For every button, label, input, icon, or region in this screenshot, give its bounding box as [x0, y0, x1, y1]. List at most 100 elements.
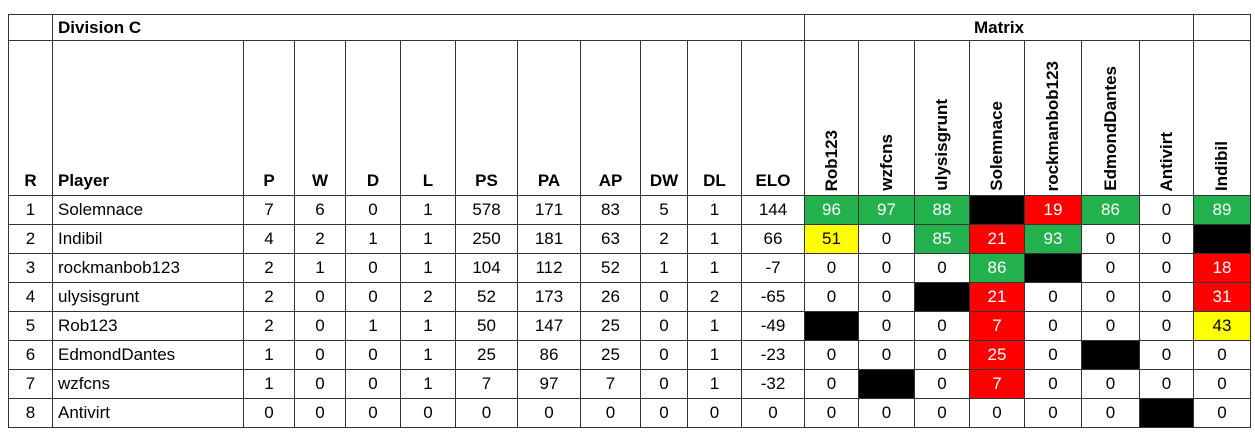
matrix-cell: 0	[1193, 398, 1251, 428]
table-cell-text: 104	[472, 258, 501, 277]
table-cell: 52	[455, 282, 518, 312]
table-cell-text: 5	[659, 200, 669, 219]
table-cell-text: 86	[539, 345, 559, 364]
matrix-cell: 43	[1193, 311, 1251, 341]
matrix-cell-text: 0	[881, 258, 892, 277]
table-cell: 171	[517, 195, 581, 225]
matrix-cell-text: 97	[877, 200, 896, 219]
matrix-cell: 21	[969, 224, 1025, 254]
table-cell: 1	[294, 253, 346, 283]
table-cell: 1	[687, 195, 742, 225]
table-cell-text: 0	[709, 403, 720, 422]
table-cell: 0	[345, 282, 401, 312]
matrix-cell-text: 0	[1105, 374, 1116, 393]
table-cell-text: 2	[315, 229, 325, 248]
column-header: D	[345, 40, 401, 196]
table-cell: -32	[741, 369, 805, 399]
table-cell: 0	[640, 398, 688, 428]
table-cell-text: 1	[423, 229, 433, 248]
matrix-header-text: wzfcns	[876, 134, 896, 191]
matrix-cell-text: 0	[1217, 374, 1227, 393]
column-header-text: DL	[703, 171, 726, 190]
table-cell-text: 83	[601, 200, 620, 219]
matrix-header-text: rockmanbob123	[1043, 60, 1062, 191]
table-cell: 0	[455, 398, 518, 428]
table-cell: 1	[345, 224, 401, 254]
table-cell-text: EdmondDantes	[58, 345, 176, 364]
column-header: Player	[52, 40, 244, 196]
table-cell: 63	[580, 224, 641, 254]
matrix-cell: 0	[858, 224, 915, 254]
division-title: Division C	[52, 14, 805, 41]
matrix-cell	[1139, 398, 1194, 428]
table-cell: 0	[294, 311, 346, 341]
matrix-header-text: EdmondDantes	[1100, 66, 1120, 191]
column-header-text: DW	[649, 171, 679, 190]
matrix-cell: 93	[1024, 224, 1082, 254]
table-cell-text: 3	[25, 258, 36, 277]
matrix-cell-text: 0	[1161, 345, 1172, 364]
matrix-cell-text: 0	[826, 403, 837, 422]
table-cell: 0	[400, 398, 456, 428]
table-cell-text: Solemnace	[58, 200, 144, 219]
table-cell-text: 1	[368, 316, 378, 335]
table-cell: 26	[580, 282, 641, 312]
table-cell: 50	[455, 311, 518, 341]
matrix-cell: 7	[969, 311, 1025, 341]
matrix-cell-text: 0	[1105, 258, 1116, 277]
table-cell: ulysisgrunt	[52, 282, 244, 312]
table-cell-text: 4	[264, 229, 274, 248]
matrix-cell-text: 21	[987, 287, 1007, 306]
table-cell: 0	[345, 253, 401, 283]
matrix-cell-text: 0	[1161, 287, 1172, 306]
table-cell: 1	[243, 340, 295, 370]
table-cell: 1	[400, 224, 456, 254]
matrix-cell-text: 88	[932, 200, 952, 219]
matrix-cell: 21	[969, 282, 1025, 312]
matrix-cell-text: 31	[1212, 287, 1232, 306]
table-cell-text: 1	[315, 258, 325, 277]
table-cell-text: 1	[423, 345, 433, 364]
column-header: W	[294, 40, 346, 196]
table-cell: 0	[294, 398, 346, 428]
column-header-text: W	[311, 171, 329, 190]
table-cell: 1	[243, 369, 295, 399]
column-header: DW	[640, 40, 688, 196]
table-cell: 25	[580, 311, 641, 341]
table-cell: 2	[243, 253, 295, 283]
matrix-cell: 0	[1139, 282, 1194, 312]
table-cell: 1	[400, 253, 456, 283]
table-cell: -65	[741, 282, 805, 312]
matrix-header: EdmondDantes	[1081, 40, 1140, 196]
table-cell-text: 7	[25, 374, 36, 393]
matrix-cell-text: 0	[1048, 345, 1058, 364]
matrix-cell: 19	[1024, 195, 1082, 225]
table-cell-text: 2	[423, 287, 433, 306]
matrix-cell	[1081, 340, 1140, 370]
table-cell: 1	[400, 195, 456, 225]
matrix-cell-text: 0	[1048, 374, 1058, 393]
matrix-cell-text: 0	[1217, 403, 1227, 422]
table-cell: Antivirt	[52, 398, 244, 428]
column-header-text: PA	[537, 171, 561, 190]
table-cell-text: 1	[423, 316, 433, 335]
table-cell-text: -32	[760, 374, 786, 393]
table-cell: 0	[294, 282, 346, 312]
table-cell: -7	[741, 253, 805, 283]
table-cell-text: 0	[368, 374, 378, 393]
table-cell-text: 0	[768, 403, 778, 422]
table-cell-text: 0	[659, 287, 669, 306]
table-cell-text: 0	[544, 403, 554, 422]
table-cell: 25	[455, 340, 518, 370]
matrix-cell: 0	[1139, 195, 1194, 225]
table-cell: 4	[243, 224, 295, 254]
table-cell: 2	[8, 224, 53, 254]
table-cell-text: 1	[709, 374, 720, 393]
matrix-cell: 51	[804, 224, 859, 254]
matrix-cell-text: 89	[1212, 200, 1232, 219]
matrix-cell-text: 0	[937, 345, 947, 364]
table-cell-text: 66	[763, 229, 783, 248]
matrix-cell	[1193, 224, 1251, 254]
table-cell-text: 112	[535, 258, 563, 277]
matrix-cell-text: 51	[822, 229, 841, 248]
